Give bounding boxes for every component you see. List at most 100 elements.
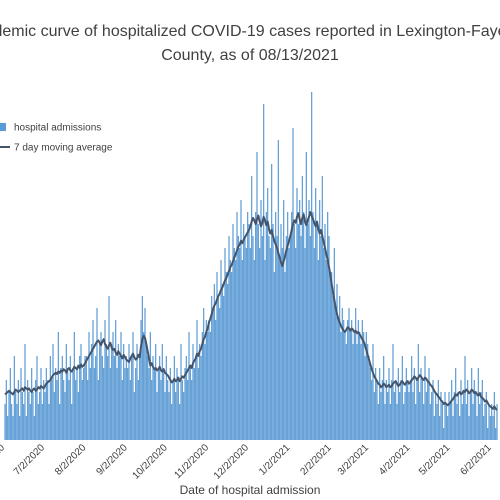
- bar: [384, 404, 386, 440]
- bar: [255, 212, 257, 440]
- bar: [373, 392, 375, 440]
- bar: [279, 260, 281, 440]
- bar: [89, 368, 91, 440]
- bar: [164, 392, 166, 440]
- bar: [348, 308, 350, 440]
- bar: [429, 404, 431, 440]
- bar: [196, 320, 198, 440]
- bar: [129, 380, 131, 440]
- bar: [332, 296, 334, 440]
- bar: [388, 368, 390, 440]
- bar: [225, 272, 227, 440]
- bar: [153, 368, 155, 440]
- bar: [137, 380, 139, 440]
- bar: [75, 380, 77, 440]
- bar: [245, 248, 247, 440]
- bar: [312, 212, 314, 440]
- bar: [80, 344, 82, 440]
- bar: [216, 272, 218, 440]
- bar: [103, 368, 105, 440]
- bar: [277, 140, 279, 440]
- bar: [83, 368, 85, 440]
- bar: [448, 392, 450, 440]
- bar: [395, 380, 397, 440]
- bar: [457, 392, 459, 440]
- bar: [139, 356, 141, 440]
- bar: [13, 356, 15, 440]
- bar: [28, 392, 30, 440]
- bar: [247, 212, 249, 440]
- bar: [463, 392, 465, 440]
- bar: [148, 368, 150, 440]
- bar: [480, 392, 482, 440]
- bar: [392, 344, 394, 440]
- bar: [88, 332, 90, 440]
- bar: [237, 236, 239, 440]
- bar: [389, 404, 391, 440]
- bar: [220, 260, 222, 440]
- bar: [393, 392, 395, 440]
- bar: [412, 392, 414, 440]
- bar: [191, 380, 193, 440]
- bar: [467, 380, 469, 440]
- bar: [233, 248, 235, 440]
- bar: [340, 332, 342, 440]
- bar: [461, 404, 463, 440]
- bar: [177, 380, 179, 440]
- moving-average-line: [4, 211, 498, 411]
- bar: [355, 308, 357, 440]
- bar: [368, 356, 370, 440]
- bar: [407, 380, 409, 440]
- x-tick-label: 3/2/2021: [336, 442, 372, 478]
- bar: [432, 380, 434, 440]
- bar: [475, 392, 477, 440]
- bar: [365, 332, 367, 440]
- bar: [183, 392, 185, 440]
- bar: [199, 344, 201, 440]
- x-tick-label: 4/2/2021: [377, 442, 413, 478]
- bar: [44, 392, 46, 440]
- bar: [323, 248, 325, 440]
- bar: [60, 368, 62, 440]
- bar: [17, 380, 19, 440]
- bar: [281, 248, 283, 440]
- bar: [223, 296, 225, 440]
- bar: [133, 392, 135, 440]
- bar: [87, 380, 89, 440]
- bar: [171, 404, 173, 440]
- bar: [221, 284, 223, 440]
- bar: [444, 392, 446, 440]
- bar: [224, 248, 226, 440]
- bar: [424, 356, 426, 440]
- bar: [401, 356, 403, 440]
- bar: [464, 356, 466, 440]
- bar: [387, 392, 389, 440]
- bar: [249, 248, 251, 440]
- bar: [67, 368, 69, 440]
- bar: [217, 296, 219, 440]
- bar: [45, 368, 47, 440]
- bar: [47, 380, 49, 440]
- bar: [207, 332, 209, 440]
- bar: [203, 308, 205, 440]
- bar: [349, 332, 351, 440]
- bar: [439, 416, 441, 440]
- bar: [4, 404, 6, 440]
- bar: [380, 392, 382, 440]
- bar: [37, 404, 39, 440]
- bar: [61, 356, 63, 440]
- bar: [293, 224, 295, 440]
- bar: [172, 380, 174, 440]
- bar: [120, 332, 122, 440]
- x-tick-label: 10/2/2020: [131, 442, 171, 482]
- bar: [127, 368, 129, 440]
- bar: [161, 344, 163, 440]
- bar: [181, 380, 183, 440]
- bar: [240, 200, 242, 440]
- bar: [31, 368, 33, 440]
- bar: [361, 320, 363, 440]
- bar: [493, 392, 495, 440]
- legend-label: hospital admissions: [14, 123, 101, 134]
- bar: [59, 404, 61, 440]
